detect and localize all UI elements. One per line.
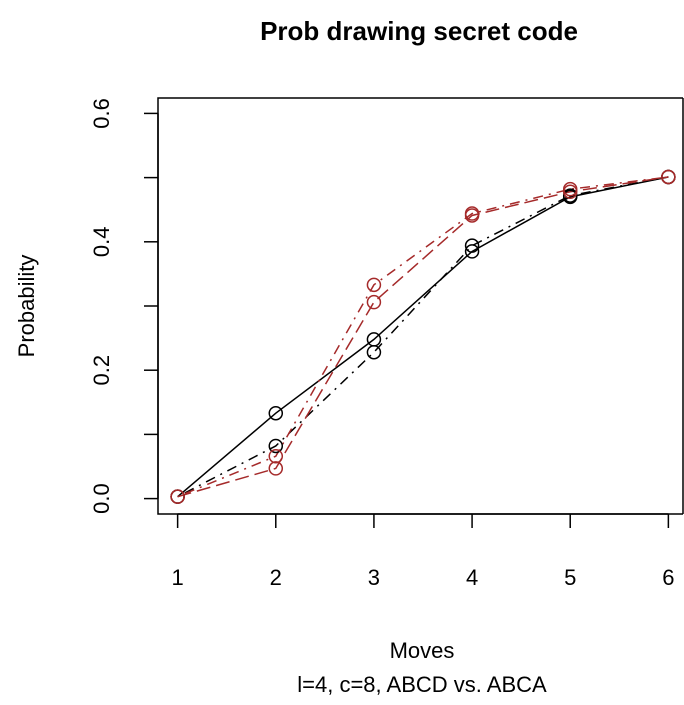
point bbox=[562, 188, 578, 203]
series-line bbox=[177, 176, 669, 498]
point bbox=[464, 244, 480, 259]
series-line bbox=[177, 176, 669, 498]
point bbox=[464, 238, 480, 253]
y-tick-label: 0.2 bbox=[89, 355, 114, 386]
point bbox=[268, 461, 284, 476]
series-line bbox=[177, 176, 669, 498]
point bbox=[464, 206, 480, 221]
series-line bbox=[177, 176, 669, 498]
subtitle: l=4, c=8, ABCD vs. ABCA bbox=[297, 672, 547, 697]
point bbox=[268, 405, 284, 421]
point bbox=[661, 169, 676, 185]
point bbox=[268, 438, 284, 454]
y-tick-label: 0.4 bbox=[89, 227, 114, 258]
chart-title: Prob drawing secret code bbox=[260, 16, 578, 46]
y-tick-label: 0.0 bbox=[89, 483, 114, 514]
x-tick-label: 5 bbox=[564, 565, 576, 590]
y-axis-label: Probability bbox=[14, 255, 39, 358]
x-tick-label: 1 bbox=[172, 565, 184, 590]
y-tick-label: 0.6 bbox=[89, 98, 114, 129]
x-tick-label: 2 bbox=[270, 565, 282, 590]
x-tick-label: 3 bbox=[368, 565, 380, 590]
point bbox=[170, 489, 185, 504]
x-tick-label: 4 bbox=[466, 565, 478, 590]
x-axis-label: Moves bbox=[390, 638, 455, 663]
point bbox=[366, 294, 382, 310]
x-tick-label: 6 bbox=[662, 565, 674, 590]
point bbox=[366, 344, 382, 360]
point bbox=[366, 277, 382, 293]
point bbox=[268, 448, 284, 464]
point bbox=[562, 181, 578, 197]
plot-box bbox=[157, 97, 683, 515]
